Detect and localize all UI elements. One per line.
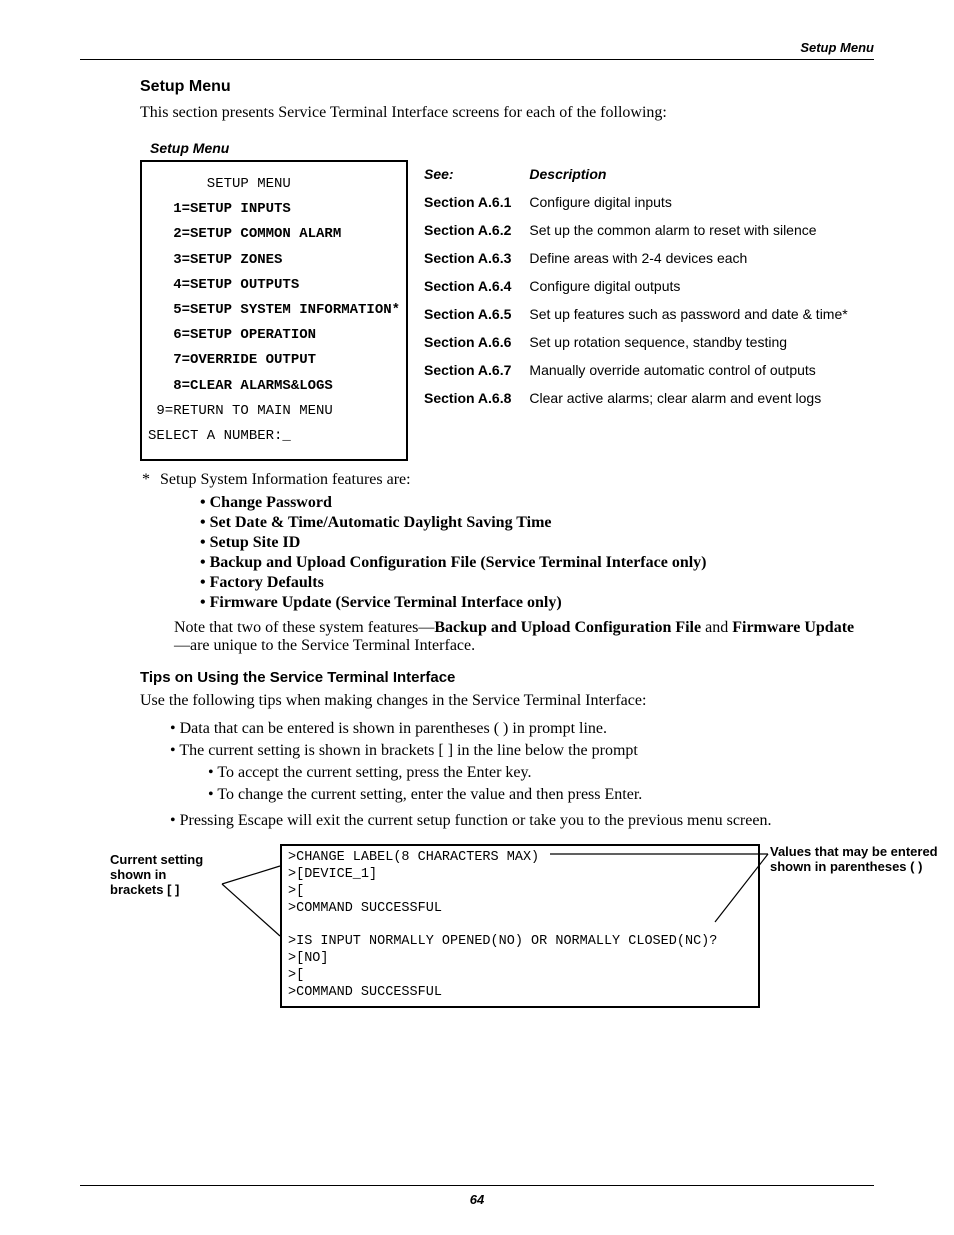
desc-cell: Set up rotation sequence, standby testin… [523, 328, 859, 356]
tip-item-text: The current setting is shown in brackets… [179, 742, 638, 759]
feature-item: Factory Defaults [200, 573, 874, 593]
desc-cell: Configure digital outputs [523, 272, 859, 300]
see-cell: Section A.6.7 [418, 356, 523, 384]
tips-title: Tips on Using the Service Terminal Inter… [140, 669, 874, 686]
tips-list: Data that can be entered is shown in par… [170, 718, 874, 832]
see-cell: Section A.6.8 [418, 384, 523, 412]
section-intro: This section presents Service Terminal I… [140, 104, 874, 122]
note-post: —are unique to the Service Terminal Inte… [174, 637, 475, 654]
table-row: Section A.6.1Configure digital inputs [418, 188, 860, 216]
desc-cell: Set up features such as password and dat… [523, 300, 859, 328]
desc-cell: Manually override automatic control of o… [523, 356, 859, 384]
desc-cell: Configure digital inputs [523, 188, 859, 216]
note-bold-2: Firmware Update [732, 619, 854, 636]
menu-box-label: Setup Menu [150, 140, 874, 156]
feature-list: Change PasswordSet Date & Time/Automatic… [200, 493, 874, 613]
desc-cell: Define areas with 2-4 devices each [523, 244, 859, 272]
tip-item: The current setting is shown in brackets… [170, 740, 874, 810]
section-title: Setup Menu [140, 78, 874, 96]
example-terminal: >CHANGE LABEL(8 CHARACTERS MAX) >[DEVICE… [280, 844, 760, 1008]
page-number: 64 [80, 1185, 874, 1207]
feature-item: Set Date & Time/Automatic Daylight Savin… [200, 513, 874, 533]
footnote-lead: * Setup System Information features are: [160, 471, 874, 489]
tip-subitem: To change the current setting, enter the… [208, 784, 874, 806]
see-cell: Section A.6.2 [418, 216, 523, 244]
table-row: Section A.6.3Define areas with 2-4 devic… [418, 244, 860, 272]
see-cell: Section A.6.1 [418, 188, 523, 216]
tip-item: Pressing Escape will exit the current se… [170, 810, 874, 832]
running-header: Setup Menu [80, 40, 874, 60]
feature-item: Backup and Upload Configuration File (Se… [200, 553, 874, 573]
feature-item: Setup Site ID [200, 533, 874, 553]
desc-cell: Clear active alarms; clear alarm and eve… [523, 384, 859, 412]
note-bold-1: Backup and Upload Configuration File [434, 619, 701, 636]
table-row: Section A.6.8Clear active alarms; clear … [418, 384, 860, 412]
left-callout: Current setting shown in brackets [ ] [110, 852, 220, 897]
col-see-header: See: [418, 160, 523, 188]
setup-menu-terminal: SETUP MENU 1=SETUP INPUTS 2=SETUP COMMON… [140, 160, 408, 461]
tips-intro: Use the following tips when making chang… [140, 692, 874, 710]
see-cell: Section A.6.5 [418, 300, 523, 328]
tip-subitem: To accept the current setting, press the… [208, 762, 874, 784]
table-row: Section A.6.5Set up features such as pas… [418, 300, 860, 328]
see-cell: Section A.6.4 [418, 272, 523, 300]
note-mid: and [701, 619, 732, 636]
callout-diagram: Current setting shown in brackets [ ] >C… [110, 844, 874, 964]
col-desc-header: Description [523, 160, 859, 188]
tip-item: Data that can be entered is shown in par… [170, 718, 874, 740]
footnote-note: Note that two of these system features—B… [174, 619, 864, 655]
note-pre: Note that two of these system features— [174, 619, 434, 636]
footnote-text: Setup System Information features are: [160, 471, 411, 488]
footnote-star: * [142, 471, 150, 489]
desc-cell: Set up the common alarm to reset with si… [523, 216, 859, 244]
table-row: Section A.6.6Set up rotation sequence, s… [418, 328, 860, 356]
table-row: Section A.6.4Configure digital outputs [418, 272, 860, 300]
table-row: Section A.6.2Set up the common alarm to … [418, 216, 860, 244]
see-cell: Section A.6.6 [418, 328, 523, 356]
feature-item: Firmware Update (Service Terminal Interf… [200, 593, 874, 613]
feature-item: Change Password [200, 493, 874, 513]
reference-table: See: Description Section A.6.1Configure … [418, 160, 860, 412]
right-callout: Values that may be entered shown in pare… [770, 844, 940, 874]
table-row: Section A.6.7Manually override automatic… [418, 356, 860, 384]
see-cell: Section A.6.3 [418, 244, 523, 272]
